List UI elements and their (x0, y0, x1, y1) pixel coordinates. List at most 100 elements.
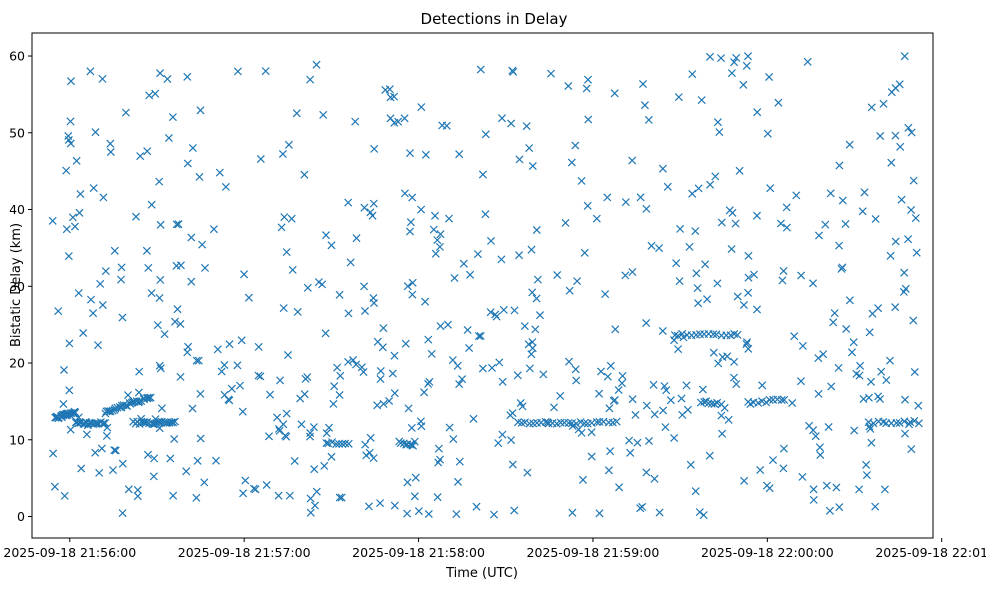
detection-point (344, 357, 353, 366)
detection-point (213, 345, 222, 354)
detection-point (858, 207, 867, 216)
detection-point (535, 311, 545, 320)
detection-point (567, 158, 576, 167)
detection-point (151, 89, 160, 98)
detection-point (376, 499, 385, 508)
detection-point (508, 460, 517, 469)
detection-point (703, 295, 712, 304)
detection-point (655, 508, 664, 517)
detection-point (517, 418, 526, 427)
detection-point (256, 154, 265, 164)
detection-point (344, 309, 353, 318)
detection-point (227, 384, 236, 393)
detection-point (361, 440, 370, 449)
detection-point (149, 472, 158, 481)
detection-point (182, 467, 191, 476)
detection-point (728, 208, 737, 217)
x-tick-label: 2025-09-18 21:59:00 (527, 545, 660, 560)
detection-point (155, 177, 164, 186)
detection-point (77, 464, 86, 473)
detection-point (744, 273, 753, 282)
detection-point (108, 466, 118, 475)
detection-point (249, 484, 258, 493)
detection-point (694, 184, 703, 193)
detection-point (832, 483, 841, 492)
detection-point (64, 252, 73, 261)
detection-point (819, 350, 828, 359)
detection-point (328, 438, 337, 447)
detection-point (478, 364, 487, 373)
detection-point (762, 481, 772, 490)
detection-point (282, 432, 291, 441)
detection-point (417, 205, 426, 214)
detection-point (513, 371, 522, 380)
detection-point (911, 214, 920, 223)
detection-point (487, 363, 497, 372)
detection-point (344, 439, 353, 448)
detection-point (192, 356, 201, 365)
detection-point (788, 398, 797, 408)
detection-point (163, 74, 172, 84)
detection-point (777, 395, 786, 405)
detection-point (862, 460, 871, 469)
detection-point (336, 371, 345, 380)
detection-point (617, 379, 627, 388)
detection-point (176, 372, 185, 381)
detection-point (798, 341, 807, 350)
detection-point (492, 312, 501, 321)
plot-frame (31, 32, 934, 539)
detection-point (494, 439, 503, 448)
detection-point (692, 269, 701, 278)
detection-point (877, 367, 886, 376)
detection-point (86, 67, 95, 76)
detection-point (891, 237, 900, 246)
detection-point (239, 489, 248, 498)
detection-point (433, 493, 442, 502)
detection-point (658, 326, 667, 336)
detection-point (621, 198, 630, 207)
detection-point (756, 465, 765, 475)
detection-point (907, 205, 916, 215)
detection-point (676, 224, 685, 233)
detection-point (508, 409, 517, 418)
detection-point (196, 106, 205, 115)
detection-point (797, 271, 806, 280)
detection-point (710, 399, 719, 409)
detection-point (765, 395, 774, 404)
detection-point (349, 355, 358, 365)
detection-point (262, 480, 271, 490)
detection-point (642, 468, 651, 477)
detection-point (273, 413, 282, 422)
detection-point (306, 508, 315, 517)
detection-point (66, 425, 75, 434)
detection-point (59, 399, 68, 409)
detection-point (546, 69, 556, 78)
detection-point (156, 220, 165, 229)
detection-point (601, 290, 610, 299)
detection-point (408, 290, 417, 299)
detection-point (220, 360, 229, 370)
detection-point (662, 386, 671, 395)
detection-point (699, 511, 708, 520)
detection-point (730, 58, 739, 67)
detection-point (95, 468, 104, 477)
detection-point (528, 288, 537, 297)
detection-point (752, 305, 762, 314)
detection-point (658, 164, 667, 173)
detection-point (740, 476, 749, 485)
detection-point (381, 85, 390, 95)
detection-point (727, 244, 736, 254)
detection-point (610, 89, 619, 98)
detection-point (674, 345, 683, 354)
detection-point (717, 411, 726, 420)
detection-point (414, 507, 423, 516)
detection-point (733, 292, 742, 301)
detection-point (434, 458, 443, 467)
detection-point (321, 329, 330, 338)
detection-point (335, 390, 344, 400)
detection-point (118, 459, 127, 468)
detection-point (882, 376, 891, 385)
detection-point (476, 65, 485, 74)
detection-point (97, 444, 106, 453)
detection-point (762, 398, 771, 407)
